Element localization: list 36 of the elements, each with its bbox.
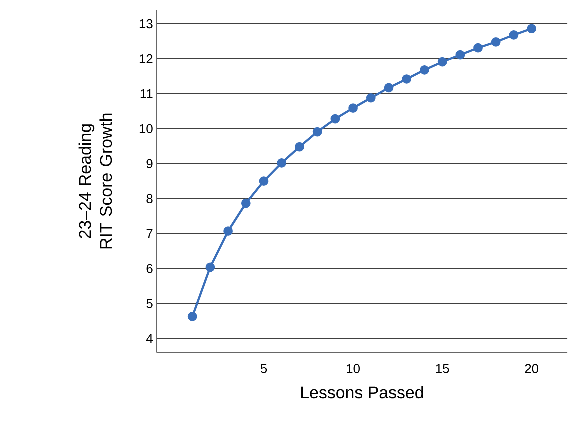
y-axis-title: 23–24 Reading RIT Score Growth <box>78 114 112 249</box>
x-axis-title: Lessons Passed <box>302 386 424 399</box>
y-tick-label: 4 <box>146 334 153 344</box>
point <box>312 128 322 137</box>
y-tick-label: 12 <box>140 54 153 64</box>
y-tick-label: 8 <box>146 194 153 204</box>
x-tick-label: 15 <box>436 364 450 374</box>
x-tick-label: 20 <box>525 364 539 374</box>
point <box>224 226 233 236</box>
point <box>188 312 198 322</box>
point <box>438 58 448 67</box>
y-tick-label: 11 <box>140 90 153 99</box>
point <box>384 83 394 93</box>
point <box>420 66 430 75</box>
y-tick-label: 13 <box>140 20 153 29</box>
point <box>527 24 537 34</box>
point <box>295 142 304 152</box>
point <box>330 114 340 124</box>
x-tick-label: 5 <box>260 364 268 374</box>
point <box>491 38 501 48</box>
point <box>402 74 412 84</box>
point <box>348 104 358 114</box>
point <box>366 94 376 103</box>
point <box>509 30 519 40</box>
y-tick-label: 5 <box>146 299 153 308</box>
point <box>277 158 287 168</box>
point <box>259 176 269 186</box>
y-tick-label: 9 <box>146 159 153 169</box>
point <box>474 44 483 53</box>
point <box>206 262 216 272</box>
x-tick-label: 10 <box>347 364 360 374</box>
point <box>456 50 466 60</box>
point <box>241 198 251 208</box>
y-tick-label: 6 <box>146 264 153 274</box>
y-tick-label: 10 <box>140 124 153 134</box>
y-tick-label: 7 <box>146 230 153 238</box>
